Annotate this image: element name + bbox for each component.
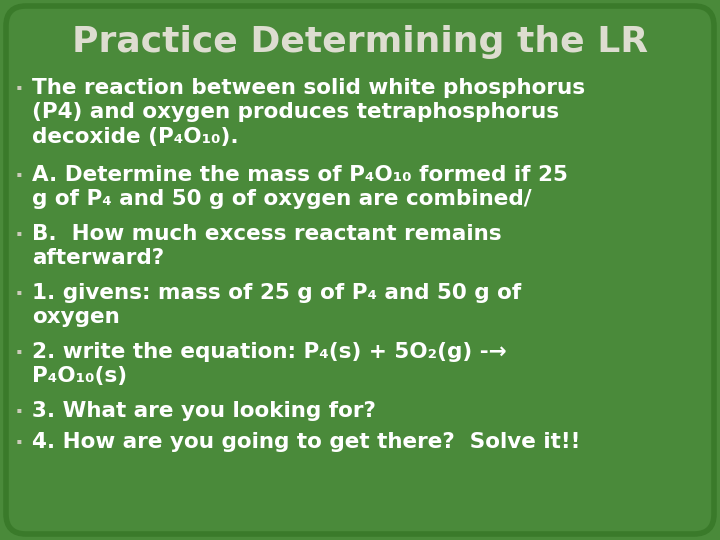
- Text: ·: ·: [15, 165, 24, 187]
- Text: B.  How much excess reactant remains
afterward?: B. How much excess reactant remains afte…: [32, 224, 502, 268]
- Text: 1. givens: mass of 25 g of P₄ and 50 g of
oxygen: 1. givens: mass of 25 g of P₄ and 50 g o…: [32, 282, 521, 327]
- Text: ·: ·: [15, 401, 24, 424]
- Text: 3. What are you looking for?: 3. What are you looking for?: [32, 401, 376, 421]
- Text: ·: ·: [15, 432, 24, 455]
- FancyBboxPatch shape: [6, 6, 714, 534]
- Text: ·: ·: [15, 282, 24, 306]
- Text: 2. write the equation: P₄(s) + 5O₂(g) -→
P₄O₁₀(s): 2. write the equation: P₄(s) + 5O₂(g) -→…: [32, 342, 507, 386]
- Text: A. Determine the mass of P₄O₁₀ formed if 25
g of P₄ and 50 g of oxygen are combi: A. Determine the mass of P₄O₁₀ formed if…: [32, 165, 568, 209]
- Text: The reaction between solid white phosphorus
(P4) and oxygen produces tetraphosph: The reaction between solid white phospho…: [32, 78, 585, 147]
- Text: ·: ·: [15, 342, 24, 364]
- Text: ·: ·: [15, 224, 24, 247]
- Text: 4. How are you going to get there?  Solve it!!: 4. How are you going to get there? Solve…: [32, 432, 580, 452]
- Text: ·: ·: [15, 78, 24, 101]
- Text: Practice Determining the LR: Practice Determining the LR: [72, 25, 648, 59]
